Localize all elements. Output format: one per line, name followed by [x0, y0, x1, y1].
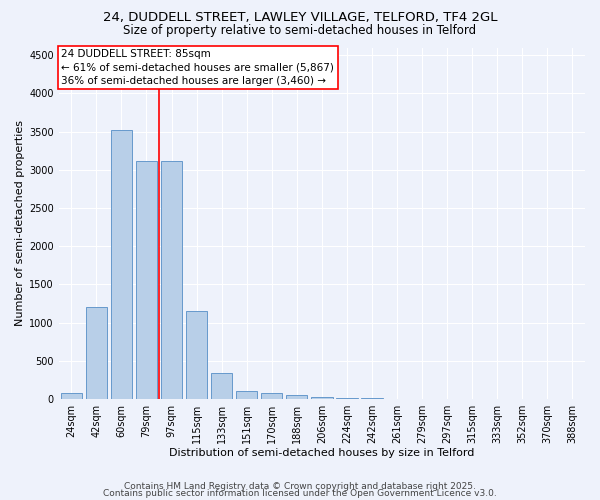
Bar: [186, 311, 207, 399]
Bar: [286, 395, 307, 399]
Bar: [161, 162, 182, 399]
Bar: [261, 393, 283, 399]
Y-axis label: Number of semi-detached properties: Number of semi-detached properties: [15, 120, 25, 326]
X-axis label: Distribution of semi-detached houses by size in Telford: Distribution of semi-detached houses by …: [169, 448, 475, 458]
Bar: [136, 162, 157, 399]
Text: Contains HM Land Registry data © Crown copyright and database right 2025.: Contains HM Land Registry data © Crown c…: [124, 482, 476, 491]
Bar: [311, 397, 332, 399]
Bar: [86, 308, 107, 399]
Bar: [211, 374, 232, 399]
Text: Contains public sector information licensed under the Open Government Licence v3: Contains public sector information licen…: [103, 490, 497, 498]
Text: 24, DUDDELL STREET, LAWLEY VILLAGE, TELFORD, TF4 2GL: 24, DUDDELL STREET, LAWLEY VILLAGE, TELF…: [103, 11, 497, 24]
Bar: [336, 398, 358, 399]
Bar: [361, 398, 383, 399]
Text: Size of property relative to semi-detached houses in Telford: Size of property relative to semi-detach…: [124, 24, 476, 37]
Bar: [236, 390, 257, 399]
Text: 24 DUDDELL STREET: 85sqm
← 61% of semi-detached houses are smaller (5,867)
36% o: 24 DUDDELL STREET: 85sqm ← 61% of semi-d…: [61, 50, 334, 86]
Bar: [111, 130, 132, 399]
Bar: [61, 394, 82, 399]
